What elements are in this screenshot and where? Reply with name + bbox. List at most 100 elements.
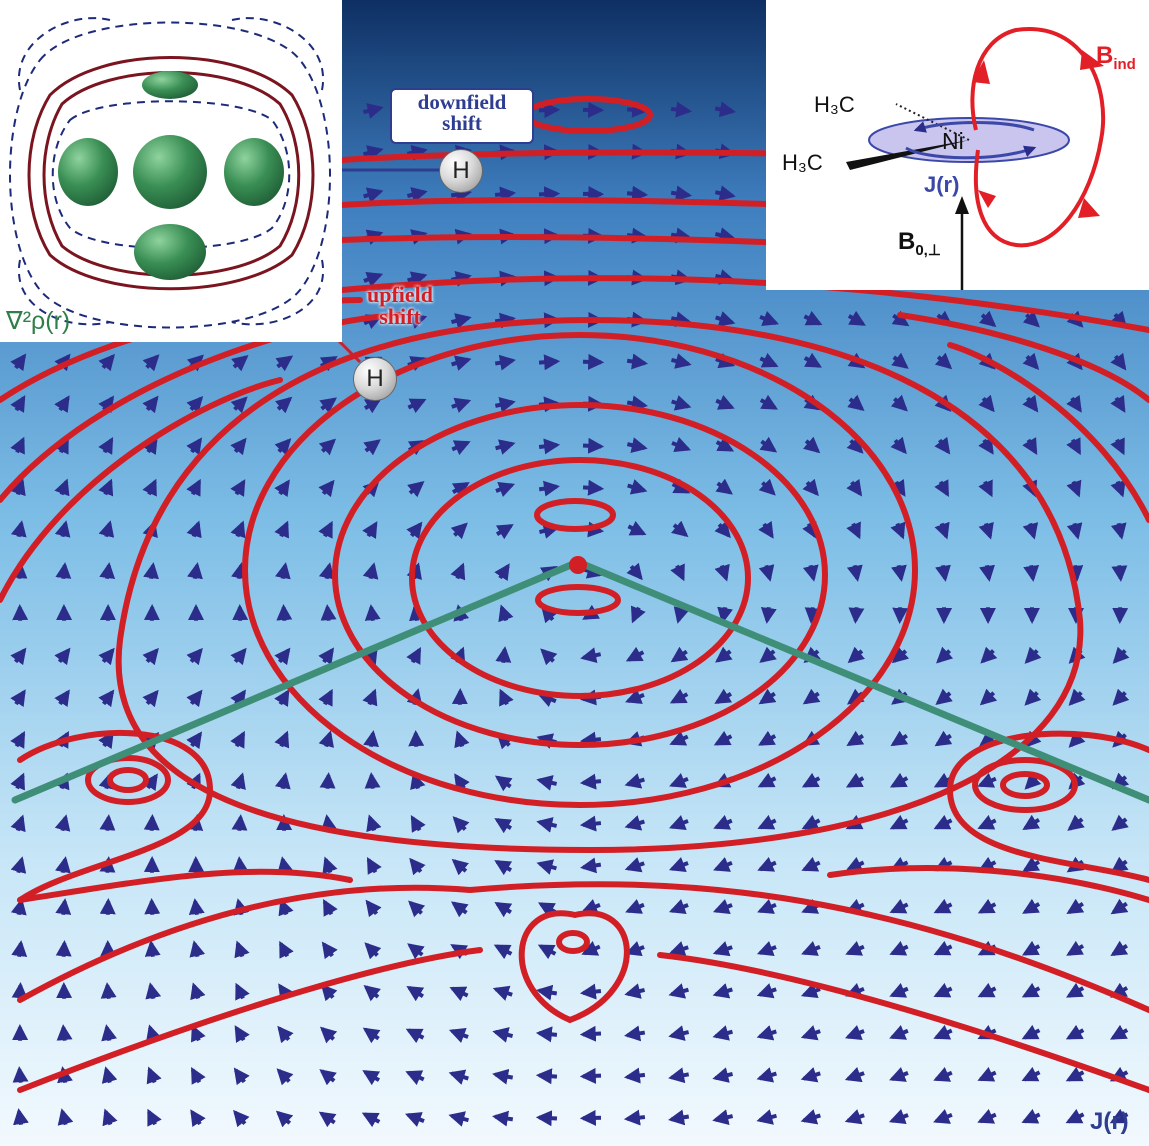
- downfield-label-line2: shift: [442, 111, 482, 135]
- streamline-right-loop: [946, 730, 1149, 883]
- current-arrow: [407, 313, 428, 329]
- current-arrow: [802, 436, 821, 454]
- current-arrow: [714, 563, 730, 582]
- current-arrow: [669, 730, 689, 746]
- current-arrow: [10, 898, 27, 916]
- current-arrow: [537, 944, 557, 960]
- current-arrow: [55, 940, 72, 957]
- current-arrow: [1022, 437, 1038, 455]
- current-arrow: [55, 898, 72, 915]
- current-arrow: [623, 1109, 646, 1126]
- current-arrow: [626, 562, 643, 581]
- current-arrow: [712, 1109, 734, 1125]
- current-arrow: [579, 1025, 602, 1042]
- current-arrow: [889, 814, 909, 830]
- current-arrow: [671, 395, 692, 411]
- current-arrow: [362, 688, 378, 707]
- current-arrow: [715, 646, 733, 663]
- current-arrow: [494, 397, 516, 413]
- streamline-outer-4: [897, 312, 1149, 403]
- current-arrow: [673, 606, 690, 624]
- current-arrow: [536, 817, 558, 833]
- current-arrow: [230, 647, 247, 666]
- current-arrow: [186, 395, 204, 414]
- current-arrow: [1112, 688, 1130, 706]
- current-arrow: [977, 772, 997, 788]
- current-arrow: [10, 856, 27, 874]
- current-arrow: [234, 940, 250, 959]
- streamline-bottom-core: [556, 930, 590, 954]
- current-arrow: [535, 1026, 558, 1043]
- current-arrow: [626, 437, 648, 453]
- current-arrow: [492, 1027, 514, 1043]
- current-arrow: [712, 899, 733, 914]
- current-arrow: [538, 438, 561, 455]
- current-arrow: [668, 1025, 690, 1041]
- current-arrow: [363, 271, 384, 287]
- current-arrow: [98, 647, 115, 666]
- current-arrow: [406, 646, 422, 665]
- current-arrow: [626, 395, 648, 412]
- current-arrow: [10, 395, 26, 413]
- current-arrow: [933, 1108, 953, 1124]
- current-arrow: [450, 562, 466, 581]
- current-arrow: [623, 1067, 646, 1084]
- current-arrow: [846, 436, 864, 454]
- current-arrow: [846, 730, 865, 747]
- methyl-bond-hashed: [895, 103, 970, 141]
- current-arrow: [668, 815, 689, 830]
- current-arrow: [495, 524, 514, 540]
- current-arrow: [498, 604, 514, 623]
- current-arrow: [364, 604, 381, 621]
- current-arrow: [492, 985, 513, 1001]
- current-arrow: [278, 940, 294, 959]
- current-arrow: [1067, 814, 1085, 831]
- current-arrow: [363, 187, 384, 203]
- current-arrow: [450, 186, 472, 203]
- current-arrow: [190, 982, 206, 1001]
- current-arrow: [364, 942, 382, 960]
- current-arrow: [536, 859, 557, 875]
- current-arrow: [275, 1110, 294, 1128]
- current-arrow: [624, 815, 645, 831]
- current-arrow: [671, 478, 691, 494]
- current-arrow: [582, 437, 605, 454]
- current-arrow: [406, 144, 428, 161]
- current-arrow: [12, 1066, 29, 1083]
- current-arrow: [890, 521, 906, 540]
- current-arrow: [580, 647, 602, 664]
- current-arrow: [625, 646, 645, 662]
- current-arrow: [145, 982, 162, 1000]
- arrow-icon: [955, 196, 969, 214]
- current-arrow: [10, 436, 25, 455]
- current-arrow: [320, 984, 338, 1002]
- current-arrow: [582, 479, 605, 496]
- current-arrow: [756, 941, 777, 957]
- current-arrow: [98, 353, 115, 372]
- current-arrow: [451, 355, 472, 371]
- current-arrow: [936, 646, 954, 664]
- streamline-saddle-2: [17, 947, 483, 1093]
- current-arrow: [1021, 940, 1041, 956]
- current-arrow: [142, 689, 159, 708]
- current-arrow: [407, 480, 425, 498]
- current-arrow: [495, 482, 516, 497]
- current-arrow: [98, 689, 115, 708]
- current-arrow: [802, 521, 818, 540]
- current-arrow: [361, 1112, 381, 1128]
- current-arrow: [538, 102, 561, 119]
- current-arrow: [448, 1027, 469, 1043]
- current-arrow: [10, 647, 27, 666]
- current-arrow: [363, 145, 384, 161]
- current-arrow: [318, 1111, 337, 1128]
- current-arrow: [1110, 395, 1126, 413]
- current-arrow: [362, 1070, 381, 1086]
- current-arrow: [846, 564, 863, 582]
- current-arrow: [759, 352, 779, 368]
- current-arrow: [448, 1069, 469, 1085]
- current-arrow: [1065, 1066, 1085, 1082]
- current-arrow: [99, 814, 116, 831]
- current-arrow: [186, 689, 203, 708]
- current-arrow: [230, 437, 247, 456]
- current-arrow: [890, 436, 907, 455]
